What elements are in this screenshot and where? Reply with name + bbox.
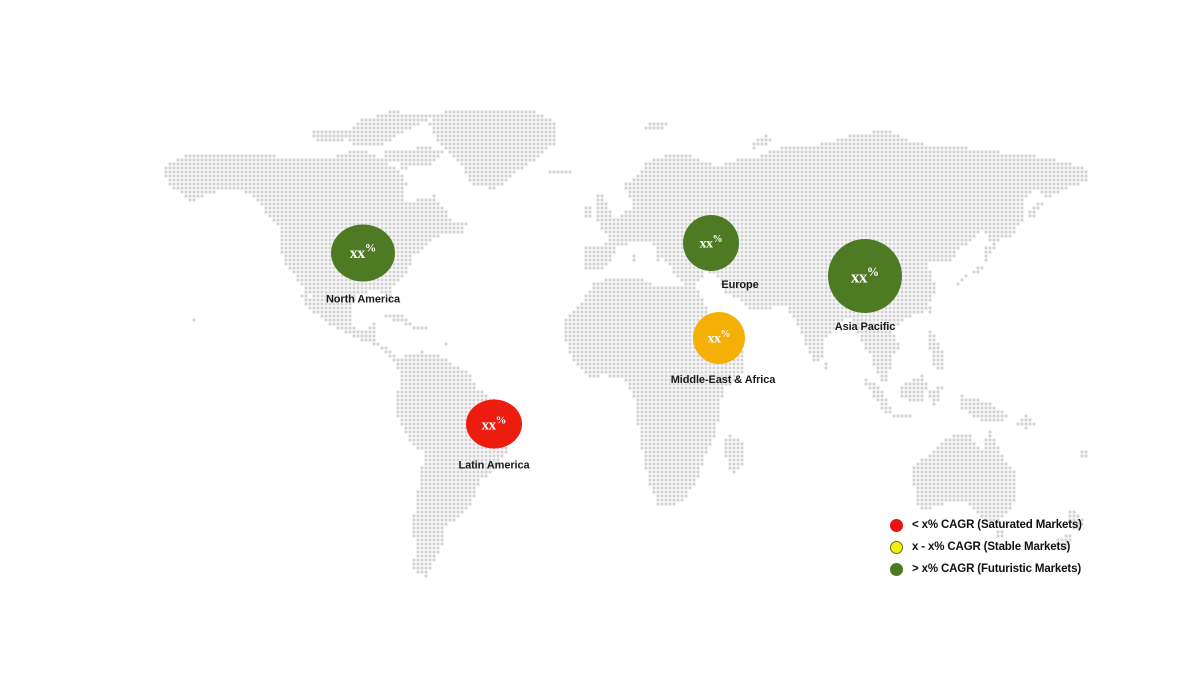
- bubble-circle: xx%: [331, 224, 395, 282]
- legend-item-saturated[interactable]: < x% CAGR (Saturated Markets): [890, 518, 1082, 532]
- region-label: Latin America: [458, 459, 530, 471]
- region-label: Asia Pacific: [834, 321, 896, 333]
- bubble-circle: xx%: [466, 399, 522, 449]
- region-label: Europe: [721, 279, 759, 291]
- region-label: North America: [325, 293, 401, 305]
- percent-symbol: %: [495, 414, 507, 426]
- percent-symbol: %: [712, 233, 723, 245]
- legend-item-futuristic[interactable]: > x% CAGR (Futuristic Markets): [890, 562, 1082, 576]
- legend-label: x - x% CAGR (Stable Markets): [912, 541, 1071, 553]
- bubble-value: xx%: [699, 233, 723, 252]
- region-bubble-north-america[interactable]: xx% North America: [326, 224, 400, 305]
- bubble-circle: xx%: [828, 239, 902, 313]
- bubble-value: xx%: [349, 242, 377, 263]
- bubble-circle: xx%: [693, 312, 745, 364]
- legend: < x% CAGR (Saturated Markets) x - x% CAGR…: [890, 518, 1082, 576]
- bubble-value: xx%: [850, 265, 880, 287]
- legend-swatch-stable-icon: [890, 540, 903, 554]
- region-bubble-asia-pacific[interactable]: xx% Asia Pacific: [828, 239, 902, 333]
- region-bubble-latin-america[interactable]: xx% Latin America: [458, 399, 530, 471]
- legend-swatch-saturated-icon: [890, 518, 903, 532]
- legend-item-stable[interactable]: x - x% CAGR (Stable Markets): [890, 540, 1082, 554]
- percent-symbol: %: [720, 328, 731, 340]
- legend-swatch-futuristic-icon: [890, 562, 903, 576]
- bubble-circle: xx%: [683, 215, 739, 271]
- region-label: Middle-East & Africa: [670, 374, 776, 386]
- percent-symbol: %: [866, 265, 880, 280]
- legend-label: > x% CAGR (Futuristic Markets): [912, 563, 1081, 575]
- bubble-value: xx%: [481, 414, 507, 433]
- region-bubble-middle-east-africa[interactable]: xx% Middle-East & Africa: [671, 312, 775, 386]
- percent-symbol: %: [364, 242, 377, 255]
- legend-label: < x% CAGR (Saturated Markets): [912, 519, 1082, 531]
- bubble-value: xx%: [707, 328, 731, 347]
- region-bubble-europe[interactable]: xx% Europe: [683, 215, 759, 291]
